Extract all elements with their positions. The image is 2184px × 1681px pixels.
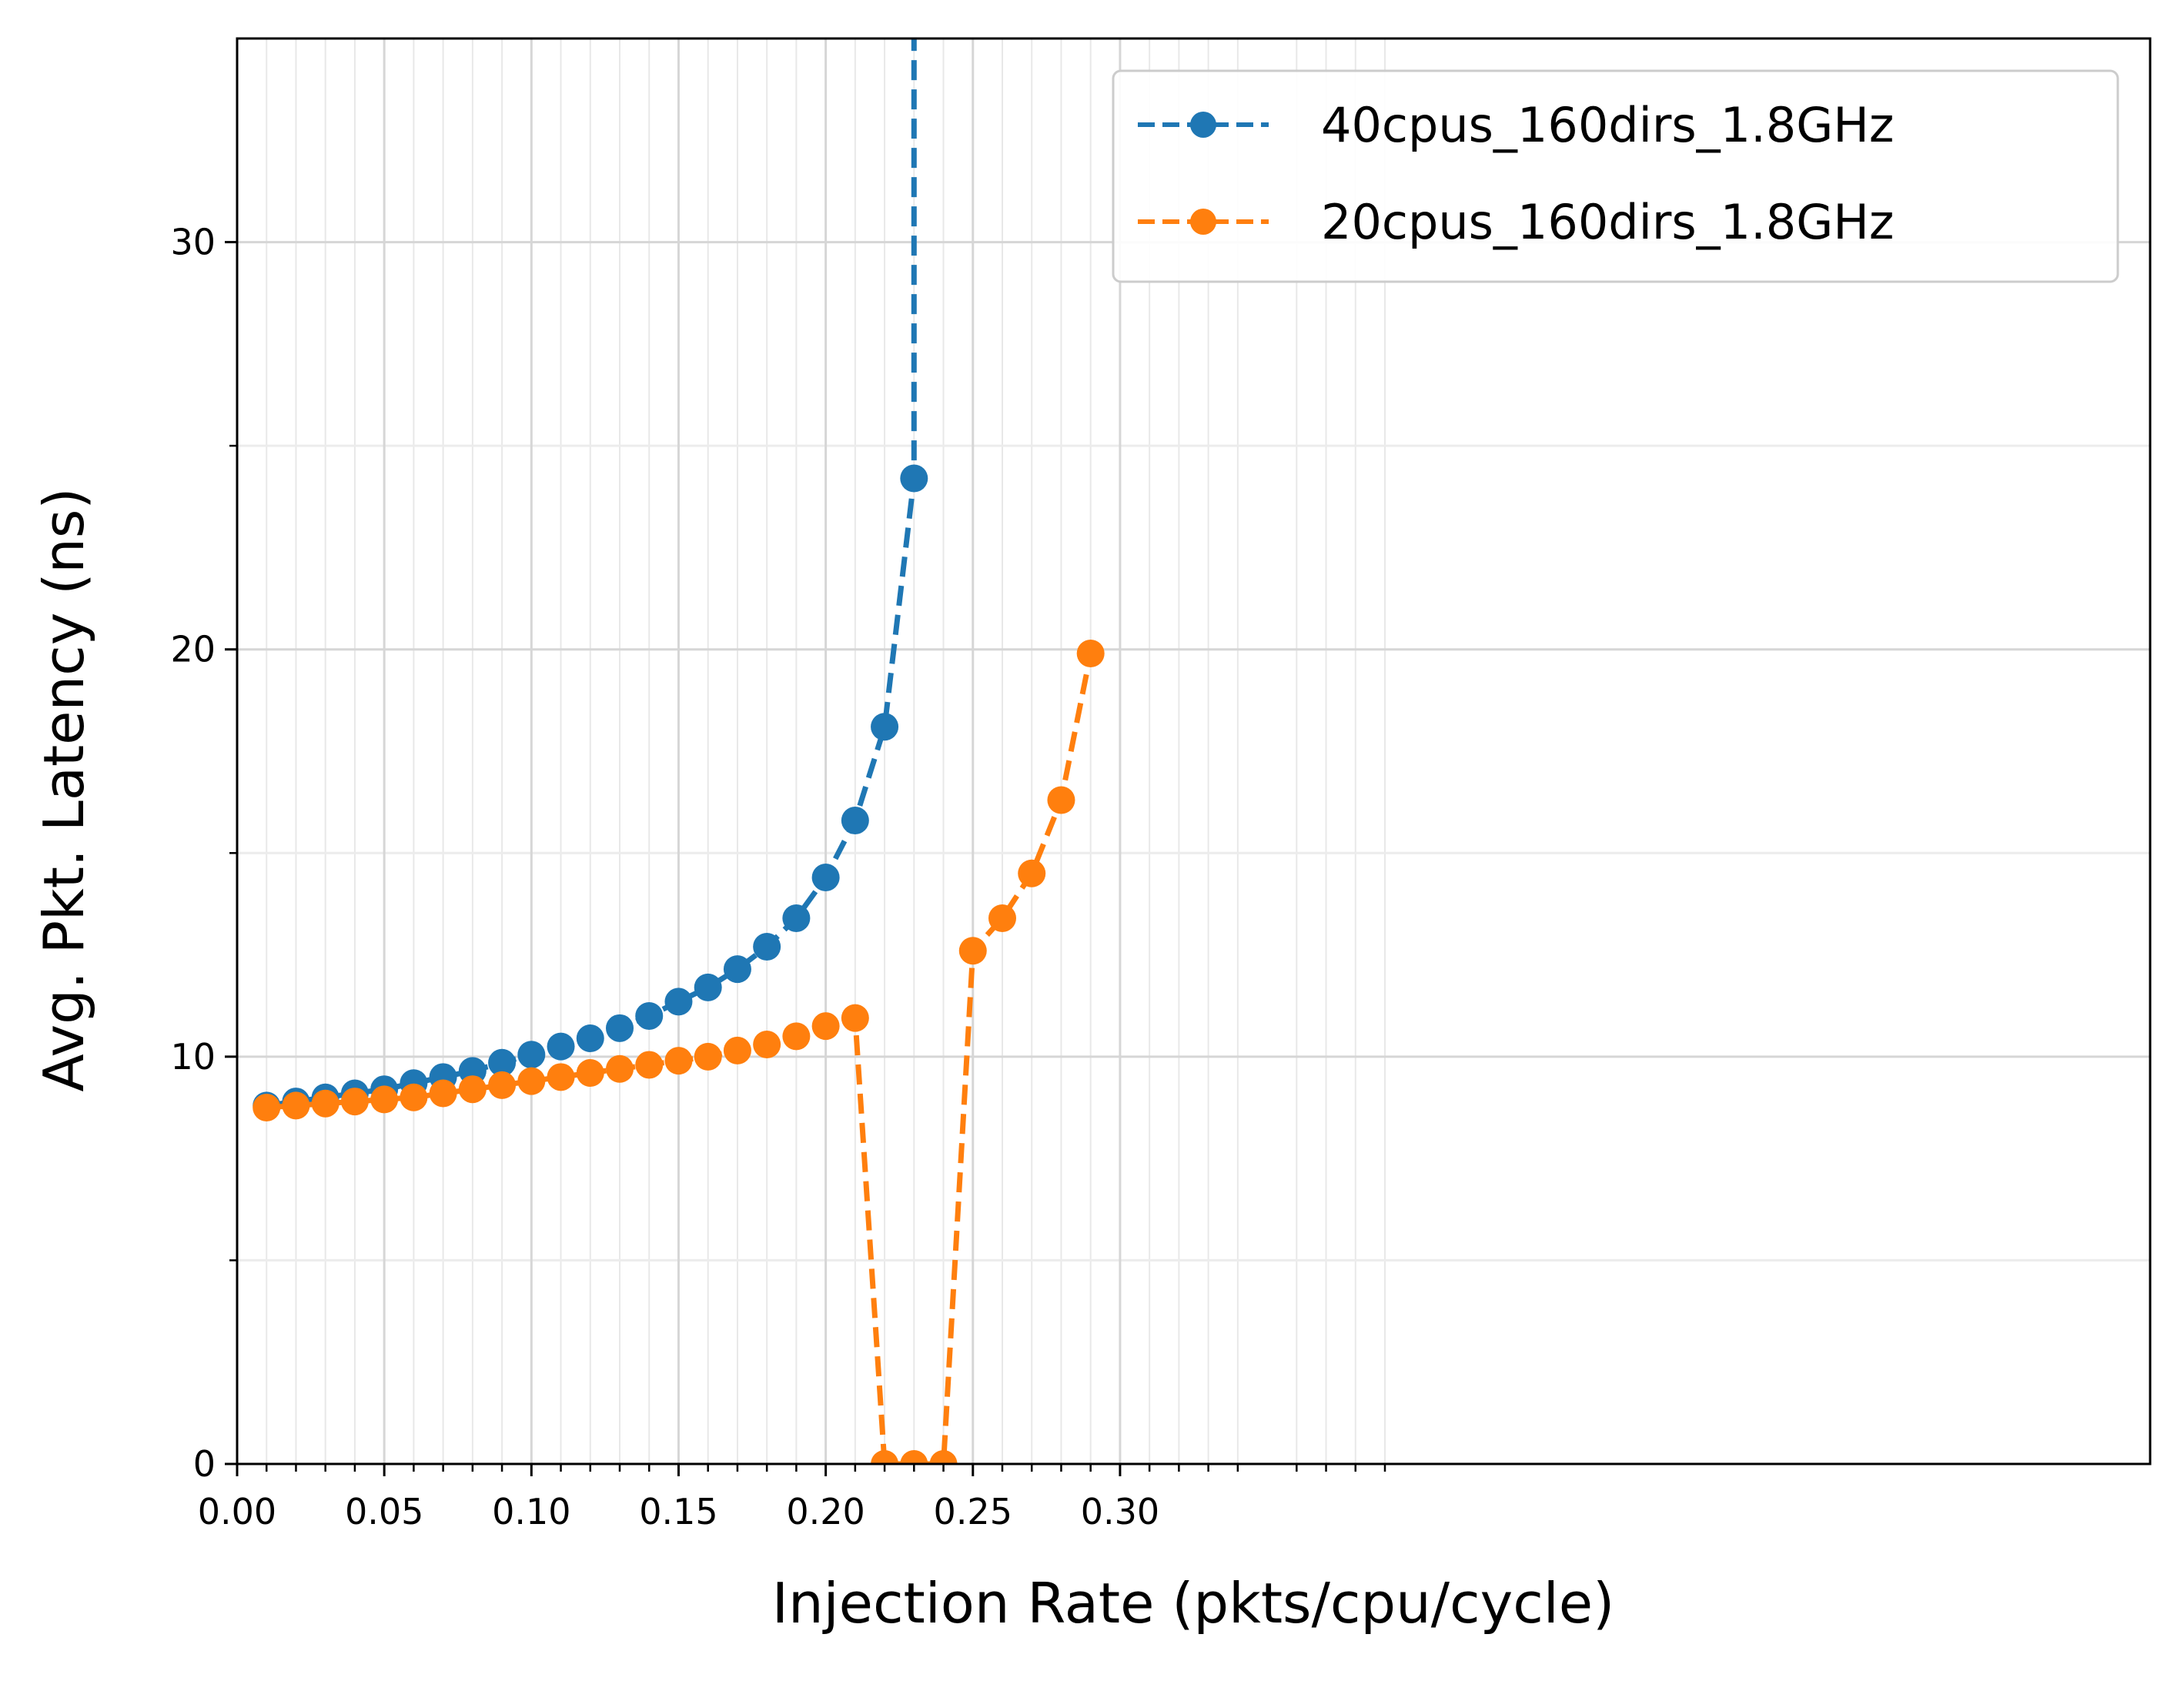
data-point-series-2 <box>458 1075 487 1104</box>
legend-marker-series-2 <box>1190 209 1216 235</box>
legend-item-series-2: 20cpus_160dirs_1.8GHz <box>1138 194 1894 250</box>
y-tick-label: 0 <box>193 1443 216 1485</box>
data-point-series-1 <box>488 1048 517 1077</box>
y-axis-label: Avg. Pkt. Latency (ns) <box>32 487 96 1091</box>
series-layer <box>253 38 1105 1464</box>
legend-marker-series-1 <box>1190 112 1216 138</box>
data-point-series-1 <box>606 1014 634 1042</box>
data-point-series-2 <box>576 1059 604 1088</box>
x-tick-label: 0.20 <box>786 1491 865 1532</box>
data-point-series-1 <box>635 1001 664 1030</box>
data-point-series-1 <box>841 806 869 834</box>
data-point-series-1 <box>694 973 722 1001</box>
legend-box <box>1112 69 2119 283</box>
legend-item-series-1: 40cpus_160dirs_1.8GHz <box>1138 97 1894 153</box>
data-point-series-1 <box>517 1041 546 1069</box>
data-point-series-1 <box>753 932 781 961</box>
x-tick-label: 0.10 <box>492 1491 570 1532</box>
data-point-series-2 <box>871 1450 899 1464</box>
data-point-series-2 <box>488 1071 517 1099</box>
data-point-series-1 <box>900 464 928 493</box>
x-tick-label: 0.30 <box>1081 1491 1159 1532</box>
legend-label-series-2: 20cpus_160dirs_1.8GHz <box>1321 194 1894 250</box>
data-point-series-1 <box>871 713 899 741</box>
data-point-series-2 <box>664 1047 693 1075</box>
data-point-series-2 <box>1047 786 1075 814</box>
data-point-series-2 <box>311 1089 339 1118</box>
legend-label-series-1: 40cpus_160dirs_1.8GHz <box>1321 97 1894 153</box>
data-point-series-2 <box>400 1083 428 1111</box>
data-point-series-2 <box>694 1042 722 1071</box>
data-point-series-2 <box>753 1030 781 1058</box>
data-point-series-1 <box>576 1024 604 1053</box>
data-point-series-2 <box>1018 859 1046 887</box>
data-point-series-2 <box>723 1036 751 1064</box>
data-point-series-2 <box>517 1067 546 1095</box>
data-point-series-1 <box>723 955 751 984</box>
data-point-series-2 <box>929 1450 958 1464</box>
data-point-series-2 <box>253 1094 281 1121</box>
data-point-series-2 <box>635 1051 664 1079</box>
data-point-series-2 <box>811 1012 840 1041</box>
x-tick-label: 0.00 <box>198 1491 276 1532</box>
y-tick-label: 10 <box>170 1036 216 1078</box>
legend: 40cpus_160dirs_1.8GHz 20cpus_160dirs_1.8… <box>1112 69 2119 283</box>
x-tick-label: 0.25 <box>934 1491 1012 1532</box>
data-point-series-2 <box>900 1450 928 1464</box>
data-point-series-2 <box>340 1088 369 1116</box>
data-point-series-1 <box>664 988 693 1016</box>
ticks: 0.00 0.05 0.10 0.15 0.20 0.25 0.30 0 10 20 30 <box>170 222 1386 1532</box>
data-point-series-2 <box>370 1085 399 1114</box>
y-tick-label: 30 <box>170 222 216 263</box>
data-point-series-2 <box>958 937 987 965</box>
y-tick-label: 20 <box>170 629 216 670</box>
data-point-series-1 <box>782 904 811 932</box>
data-point-series-1 <box>811 864 840 892</box>
data-point-series-2 <box>429 1079 457 1108</box>
x-axis-label: Injection Rate (pkts/cpu/cycle) <box>772 1571 1614 1636</box>
data-point-series-1 <box>547 1032 575 1061</box>
x-tick-label: 0.05 <box>345 1491 423 1532</box>
plot-frame <box>236 37 2152 1465</box>
data-point-series-2 <box>606 1054 634 1083</box>
x-tick-label: 0.15 <box>639 1491 717 1532</box>
data-point-series-2 <box>988 904 1016 932</box>
data-point-series-2 <box>841 1004 869 1032</box>
data-point-series-2 <box>547 1063 575 1091</box>
data-point-series-2 <box>282 1091 310 1120</box>
data-point-series-2 <box>1076 640 1105 668</box>
data-point-series-2 <box>782 1022 811 1051</box>
